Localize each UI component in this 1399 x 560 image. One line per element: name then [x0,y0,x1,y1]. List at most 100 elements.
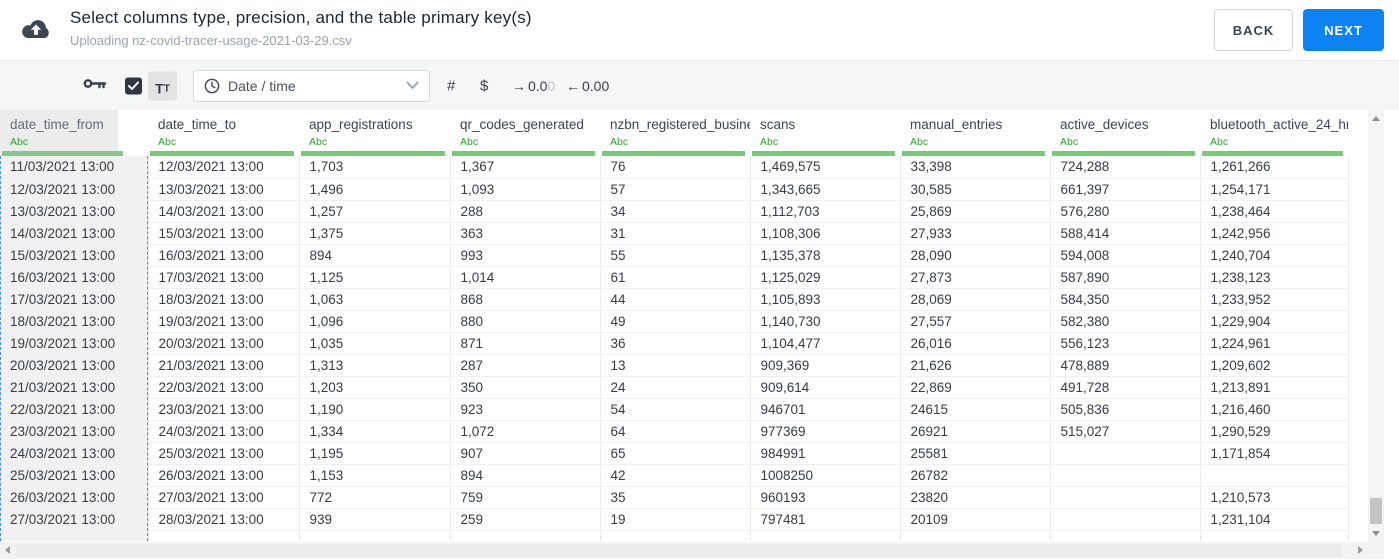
number-type-button[interactable]: # [447,77,456,94]
cell[interactable]: 1,224,961 [1200,332,1349,355]
cell[interactable]: 939 [299,508,451,531]
cell[interactable]: 1,496 [299,178,451,201]
cell[interactable]: 1,213,891 [1200,376,1349,399]
cell[interactable]: 20109 [900,508,1051,531]
cell[interactable]: 33,398 [900,156,1051,179]
primary-key-checkbox[interactable] [125,77,142,94]
cell[interactable]: 34 [600,200,751,223]
scroll-down-arrow[interactable] [1372,531,1380,536]
currency-type-button[interactable]: $ [480,77,489,94]
cell[interactable] [1050,508,1201,531]
cell[interactable]: 13/03/2021 13:00 [0,200,149,223]
cell[interactable]: 21,626 [900,354,1051,377]
scroll-up-arrow[interactable] [1372,116,1380,121]
cell[interactable]: 1,231,104 [1200,508,1349,531]
column-header-scans[interactable]: scans Abc [750,110,900,156]
cell[interactable]: 30,585 [900,178,1051,201]
cell[interactable]: 35 [600,486,751,509]
column-header-date_time_to[interactable]: date_time_to Abc [148,110,299,156]
cell[interactable]: 1,367 [450,156,601,179]
cell[interactable]: 55 [600,244,751,267]
cell[interactable]: 871 [450,332,601,355]
cell[interactable]: 49 [600,310,751,333]
cell[interactable]: 54 [600,398,751,421]
cell[interactable]: 21/03/2021 13:00 [0,376,149,399]
cell[interactable]: 1,195 [299,442,451,465]
cell[interactable]: 515,027 [1050,420,1201,443]
cell[interactable]: 1,190 [299,398,451,421]
vertical-scrollbar[interactable] [1368,110,1384,542]
cell[interactable]: 1,257 [299,200,451,223]
cell[interactable]: 24 [600,376,751,399]
cell[interactable]: 16/03/2021 13:00 [0,266,149,289]
cell[interactable]: 23/03/2021 13:00 [0,420,149,443]
cell[interactable]: 26/03/2021 13:00 [148,464,300,487]
cell[interactable]: 26921 [900,420,1051,443]
increase-decimal-button[interactable]: ← 0.00 [566,77,610,94]
cell[interactable]: 27,933 [900,222,1051,245]
cell[interactable]: 772 [299,486,451,509]
cell[interactable]: 868 [450,288,601,311]
cell[interactable]: 946701 [750,398,901,421]
cell[interactable]: 17/03/2021 13:00 [0,288,149,311]
horizontal-scrollbar[interactable] [0,542,1368,559]
cell[interactable]: 13/03/2021 13:00 [148,178,300,201]
cell[interactable]: 1,469,575 [750,156,901,179]
cell[interactable]: 1,703 [299,156,451,179]
cell[interactable]: 1,290,529 [1200,420,1349,443]
cell[interactable]: 11/03/2021 13:00 [0,156,149,179]
cell[interactable]: 907 [450,442,601,465]
cell[interactable]: 478,889 [1050,354,1201,377]
cell[interactable]: 894 [450,464,601,487]
cell[interactable]: 797481 [750,508,901,531]
cell[interactable]: 24/03/2021 13:00 [148,420,300,443]
cell[interactable]: 1,238,464 [1200,200,1349,223]
cell[interactable]: 42 [600,464,751,487]
column-header-app_registrations[interactable]: app_registrations Abc [299,110,450,156]
cell[interactable]: 363 [450,222,601,245]
cell[interactable]: 23/03/2021 13:00 [148,398,300,421]
cell[interactable]: 1,334 [299,420,451,443]
cell[interactable]: 259 [450,508,601,531]
cell[interactable]: 22/03/2021 13:00 [148,376,300,399]
cell[interactable]: 22/03/2021 13:00 [0,398,149,421]
cell[interactable]: 22,869 [900,376,1051,399]
cell[interactable]: 556,123 [1050,332,1201,355]
cell[interactable]: 64 [600,420,751,443]
cell[interactable]: 1,375 [299,222,451,245]
column-header-bluetooth_active_24_hr_[interactable]: bluetooth_active_24_hr_ Abc [1200,110,1348,156]
cell[interactable]: 1,261,266 [1200,156,1349,179]
back-button[interactable]: BACK [1214,9,1293,51]
cell[interactable]: 36 [600,332,751,355]
cell[interactable]: 23820 [900,486,1051,509]
cell[interactable]: 1,240,704 [1200,244,1349,267]
cell[interactable]: 12/03/2021 13:00 [148,156,300,179]
cell[interactable]: 18/03/2021 13:00 [148,288,300,311]
cell[interactable]: 576,280 [1050,200,1201,223]
cell[interactable] [1050,486,1201,509]
cell[interactable]: 24/03/2021 13:00 [0,442,149,465]
cell[interactable]: 31 [600,222,751,245]
cell[interactable]: 25581 [900,442,1051,465]
vertical-scrollbar-thumb[interactable] [1370,498,1382,524]
cell[interactable]: 1,242,956 [1200,222,1349,245]
cell[interactable]: 21/03/2021 13:00 [148,354,300,377]
scroll-right-arrow[interactable] [1358,546,1363,554]
cell[interactable]: 17/03/2021 13:00 [148,266,300,289]
cell[interactable]: 1,238,123 [1200,266,1349,289]
cell[interactable]: 505,836 [1050,398,1201,421]
cell[interactable]: 594,008 [1050,244,1201,267]
cell[interactable]: 1,171,854 [1200,442,1349,465]
cell[interactable]: 288 [450,200,601,223]
cell[interactable]: 350 [450,376,601,399]
cell[interactable]: 1,072 [450,420,601,443]
cell[interactable]: 587,890 [1050,266,1201,289]
cell[interactable]: 26,016 [900,332,1051,355]
cell[interactable]: 661,397 [1050,178,1201,201]
cell[interactable]: 1,254,171 [1200,178,1349,201]
cell[interactable]: 25/03/2021 13:00 [148,442,300,465]
cell[interactable]: 909,614 [750,376,901,399]
cell[interactable]: 14/03/2021 13:00 [148,200,300,223]
cell[interactable]: 28,090 [900,244,1051,267]
